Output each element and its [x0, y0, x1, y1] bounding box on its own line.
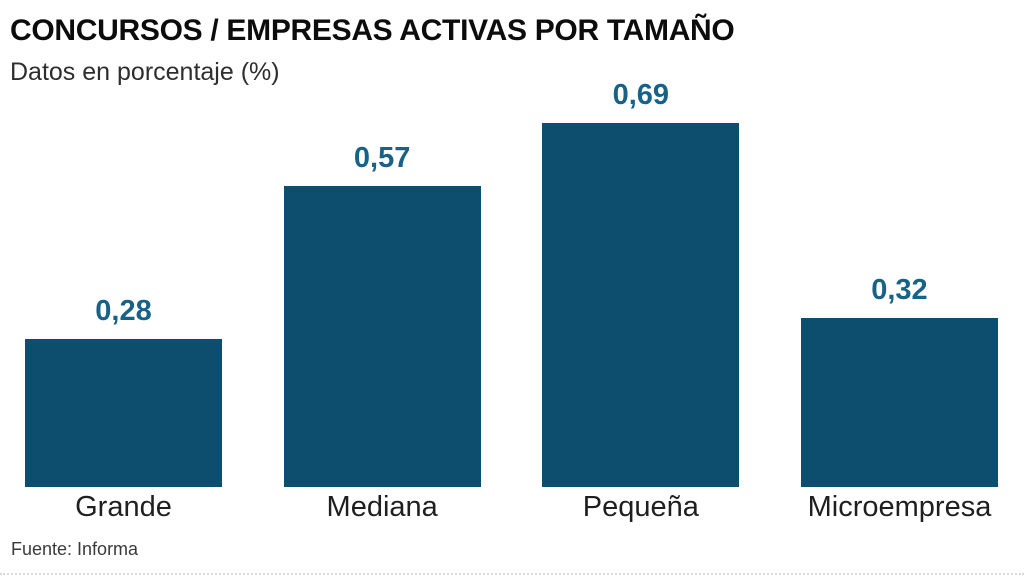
source-credit: Fuente: Informa	[11, 539, 139, 559]
bar-column-pequena: 0,69 Pequeña	[542, 79, 740, 523]
bar-mediana	[283, 186, 481, 487]
bar-column-mediana: 0,57 Mediana	[283, 142, 481, 523]
bottom-divider	[0, 573, 1024, 575]
category-label-grande: Grande	[75, 491, 172, 523]
bar-column-grande: 0,28 Grande	[25, 297, 222, 522]
chart-subtitle: Datos en porcentaje (%)	[10, 58, 280, 86]
bar-column-microempresa: 0,32 Microempresa	[800, 274, 998, 523]
category-label-mediana: Mediana	[326, 491, 438, 523]
value-label-grande: 0,28	[95, 295, 152, 327]
value-label-microempresa: 0,32	[871, 274, 928, 306]
bar-pequena	[542, 123, 740, 487]
bar-microempresa	[800, 318, 998, 487]
category-label-microempresa: Microempresa	[807, 491, 992, 523]
value-label-pequena: 0,69	[612, 79, 670, 111]
category-label-pequena: Pequeña	[582, 491, 699, 523]
value-label-mediana: 0,57	[353, 142, 411, 174]
chart-title: CONCURSOS / EMPRESAS ACTIVAS POR TAMAÑO	[10, 14, 735, 47]
bar-grande	[25, 339, 222, 487]
bar-chart: 0,28 Grande 0,57 Mediana 0,69 Pequeña 0,32 Micr…	[25, 81, 998, 522]
